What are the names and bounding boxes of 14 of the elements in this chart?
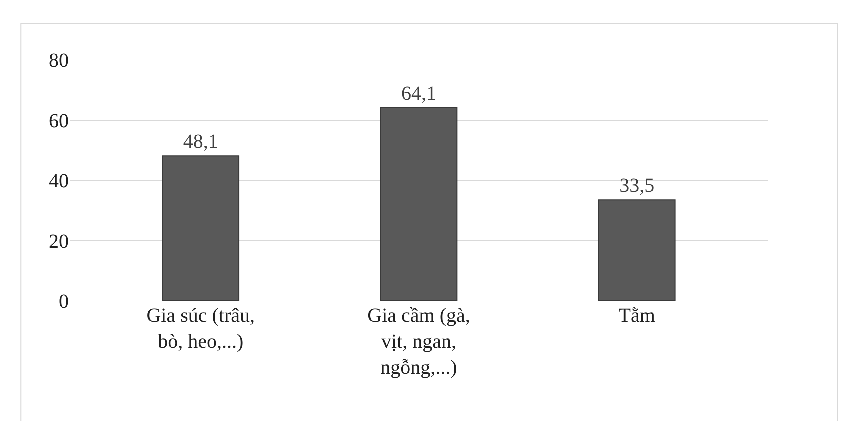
x-tick-label: Tằm [618,305,656,327]
y-tick-label: 60 [49,110,69,132]
x-tick-label: Gia cầm (gà, vịt, ngan, ngỗng,...) [368,305,470,379]
data-label: 33,5 [620,175,655,198]
x-tick-label: Gia súc (trâu, bò, heo,...) [146,305,256,353]
data-label: 64,1 [402,82,436,105]
y-tick-label: 0 [59,291,69,313]
data-label: 48,1 [183,131,218,154]
bar [598,200,676,301]
y-tick-label: 40 [49,170,69,192]
y-tick-label: 20 [49,230,69,253]
bar [162,156,240,301]
y-tick-label: 80 [49,50,69,72]
bar [380,107,458,301]
